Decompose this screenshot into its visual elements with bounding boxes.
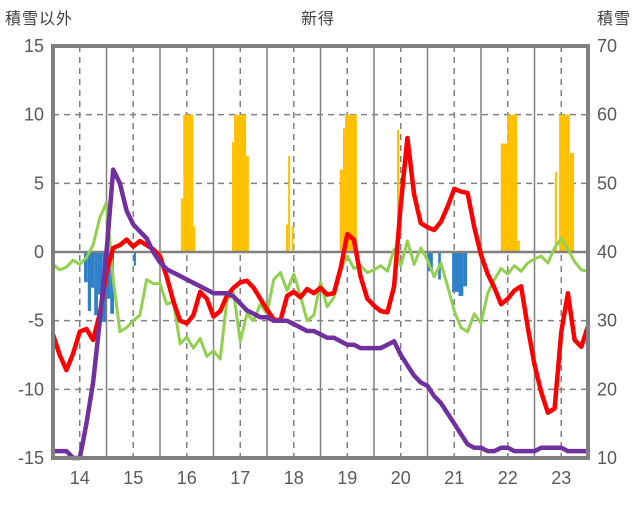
green-line [51,201,590,361]
sunshine-bars-orange-bar [397,129,400,252]
snow-depth-purple [50,167,591,461]
sunshine-bars-orange-bar [559,114,570,253]
sunshine-bars-orange-bar [231,142,235,252]
sunshine-bars-orange-bar [500,143,508,252]
sunshine-bars-orange-bar [183,114,194,253]
left-axis-tick-label: 15 [24,36,44,56]
left-axis-tick-label: 5 [34,173,44,193]
right-axis-tick-label: 60 [597,105,617,125]
right-axis-tick-label: 10 [597,448,617,468]
right-axis-tick-label: 70 [597,36,617,56]
x-axis-tick-label: 14 [70,468,90,488]
x-axis-tick-label: 18 [284,468,304,488]
precip-bars-blue-bar [110,252,114,314]
x-axis-tick-label: 15 [123,468,143,488]
plot-frame [51,44,590,460]
right-axis-tick-label: 50 [597,173,617,193]
sunshine-bars-orange-bar [345,114,357,253]
precip-bars-blue-bar [463,252,468,287]
x-axis-tick-label: 19 [337,468,357,488]
left-axis-tick-label: -15 [18,448,44,468]
chart-title: 新得 [300,11,335,28]
right-axis-tick-label: 20 [597,379,617,399]
left-axis-tick-label: -5 [28,311,44,331]
sunshine-bars-orange-bar [339,169,343,252]
sunshine-bars-orange-bar [193,225,196,252]
sunshine-bars-orange-bar [246,155,249,252]
sunshine-bars-orange-bar [507,114,518,253]
precip-bars-blue-bar [97,252,103,295]
precip-bars-blue-bar [94,252,98,316]
sunshine-bars-orange-bar [342,128,346,252]
left-axis-title: 積雪以外 [5,11,74,28]
right-axis-title: 積雪 [596,11,631,28]
precip-bars-blue-bar [452,252,459,292]
precip-bars-blue-bar [90,252,95,288]
sunshine-bars-orange-bar [288,155,291,252]
sunshine-bars-orange-bar [285,224,288,252]
precip-bars-blue-bar [84,252,88,283]
x-axis-tick-label: 17 [230,468,250,488]
left-axis-tick-label: 10 [24,105,44,125]
sunshine-bars-orange-bar [180,198,184,252]
x-axis-tick-label: 23 [551,468,571,488]
x-axis-tick-label: 22 [498,468,518,488]
left-axis-tick-label: 0 [34,242,44,262]
sunshine-bars-orange-bar [291,225,294,252]
right-axis-tick-label: 40 [597,242,617,262]
sunshine-bars-orange-bar [554,172,557,252]
sunshine-bars-orange-bar [569,153,575,252]
precip-bars-blue-bar [87,252,91,312]
right-axis-tick-label: 30 [597,311,617,331]
precip-bars-blue-bar [133,252,136,266]
sunshine-bars-orange [180,114,575,253]
precip-bars-blue-bar [458,252,464,296]
precip-bars-blue-bar [428,252,433,272]
x-axis-tick-label: 16 [177,468,197,488]
temperature-red [50,135,591,415]
left-axis-tick-label: -10 [18,379,44,399]
x-axis-tick-label: 21 [444,468,464,488]
sunshine-bars-orange-bar [517,241,520,252]
x-axis-tick-label: 20 [391,468,411,488]
sunshine-bars-orange-bar [234,114,247,253]
